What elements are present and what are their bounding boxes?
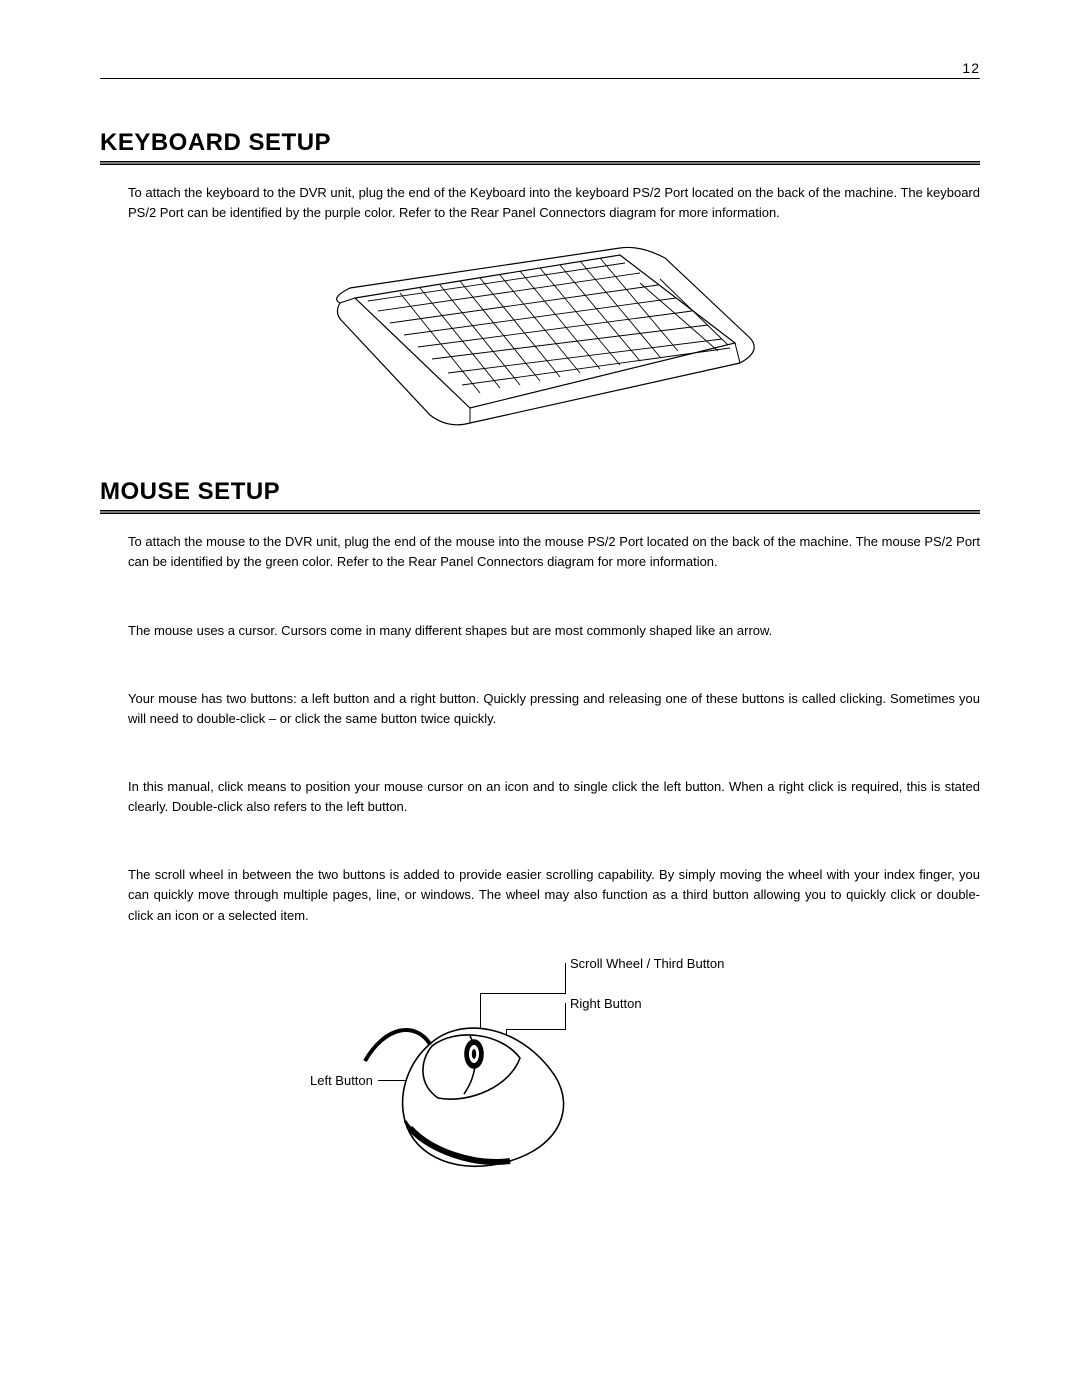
mouse-paragraph: To attach the mouse to the DVR unit, plu…	[128, 532, 980, 572]
keyboard-illustration	[320, 243, 760, 428]
page-header: 12	[100, 60, 980, 79]
mouse-section-heading: MOUSE SETUP	[100, 478, 980, 506]
mouse-paragraph: The mouse uses a cursor. Cursors come in…	[128, 621, 980, 641]
keyboard-figure	[100, 243, 980, 428]
mouse-illustration	[360, 996, 580, 1176]
page-number: 12	[100, 60, 980, 76]
mouse-figure: Scroll Wheel / Third Button Right Button…	[310, 956, 770, 1196]
keyboard-section-rule	[100, 161, 980, 165]
header-rule	[100, 78, 980, 79]
keyboard-paragraph: To attach the keyboard to the DVR unit, …	[128, 183, 980, 223]
keyboard-section-heading: KEYBOARD SETUP	[100, 129, 980, 157]
scroll-wheel-callout: Scroll Wheel / Third Button	[570, 956, 724, 971]
document-page: 12 KEYBOARD SETUP To attach the keyboard…	[0, 0, 1080, 1256]
mouse-paragraph: In this manual, click means to position …	[128, 777, 980, 817]
mouse-paragraph: The scroll wheel in between the two butt…	[128, 865, 980, 925]
mouse-paragraph: Your mouse has two buttons: a left butto…	[128, 689, 980, 729]
right-button-callout: Right Button	[570, 996, 642, 1011]
mouse-section-rule	[100, 510, 980, 514]
